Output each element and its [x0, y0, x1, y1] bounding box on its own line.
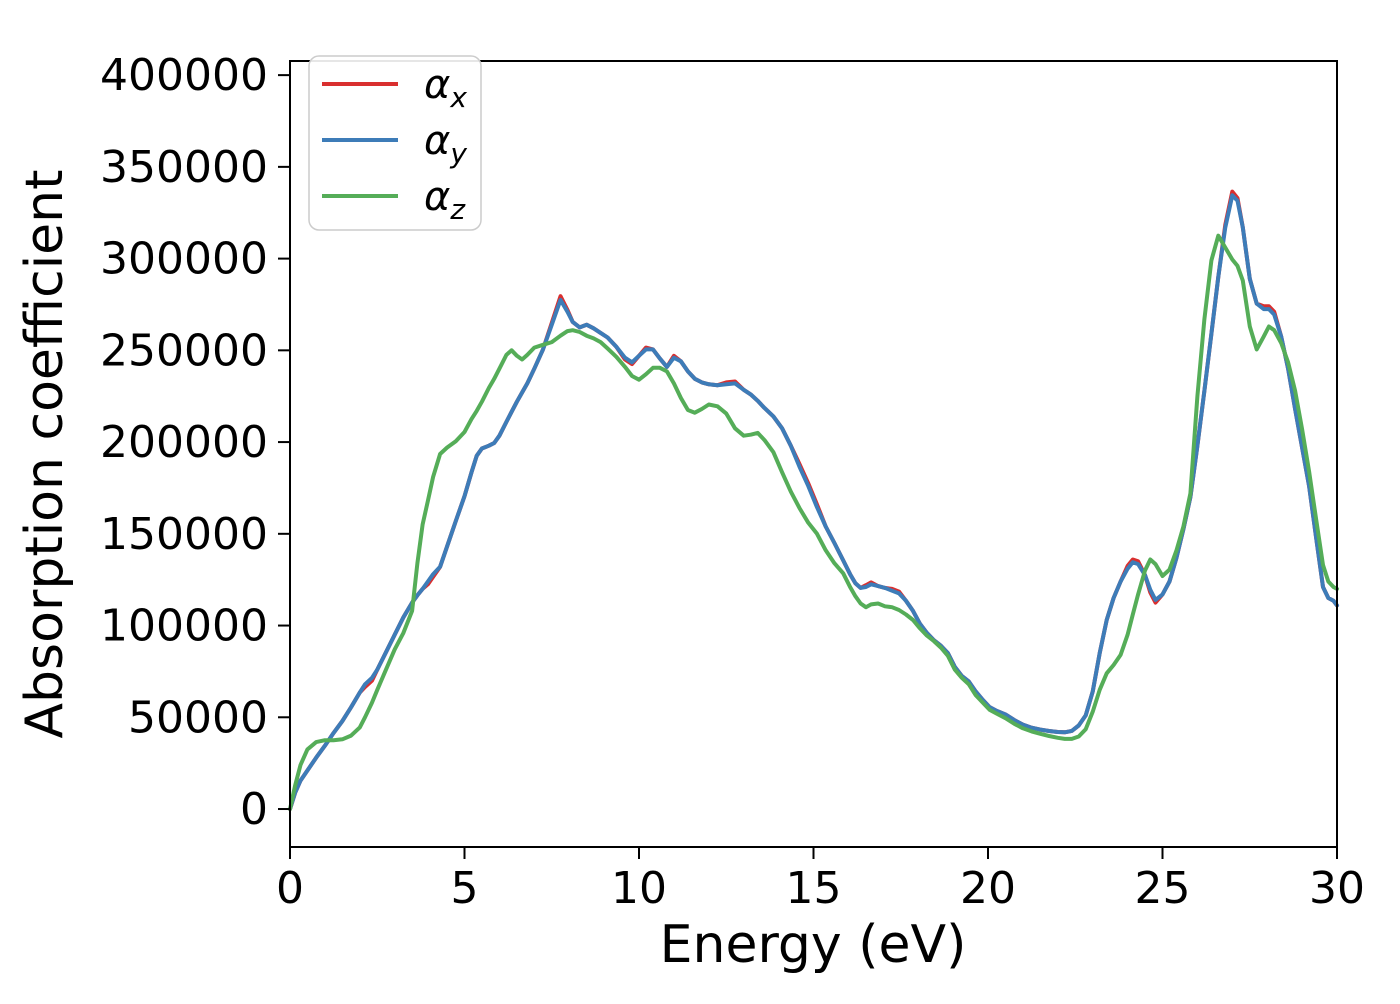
y-tick-label: 0: [240, 784, 268, 835]
series-layer: [288, 189, 1339, 811]
x-tick-label: 15: [786, 863, 842, 914]
y-tick-label: 400000: [100, 50, 268, 101]
y-axis-label: Absorption coefficient: [15, 169, 75, 738]
series-curve-alpha-z: [288, 233, 1339, 811]
y-tick-label: 250000: [100, 325, 268, 376]
legend: αx αy αz: [308, 55, 482, 231]
legend-label-alpha-y: αy: [424, 118, 467, 170]
ticks-layer: 0 5 10 15 20 25 30 0 50000 100000 150000 200000 2500…: [100, 50, 1365, 914]
x-axis-label: Energy (eV): [660, 915, 967, 975]
y-tick-label: 150000: [100, 509, 268, 560]
legend-label-alpha-z: αz: [424, 174, 466, 226]
x-tick-label: 20: [960, 863, 1016, 914]
x-tick-label: 0: [276, 863, 304, 914]
legend-box: [308, 55, 482, 231]
legend-label-alpha-x: αx: [424, 62, 467, 114]
y-tick-label: 50000: [128, 692, 268, 743]
y-tick-label: 100000: [100, 601, 268, 652]
x-tick-label: 25: [1135, 863, 1191, 914]
y-tick-label: 350000: [100, 142, 268, 193]
x-tick-label: 10: [611, 863, 667, 914]
y-tick-label: 200000: [100, 417, 268, 468]
y-tick-label: 300000: [100, 234, 268, 285]
x-tick-label: 30: [1309, 863, 1365, 914]
x-tick-label: 5: [451, 863, 479, 914]
